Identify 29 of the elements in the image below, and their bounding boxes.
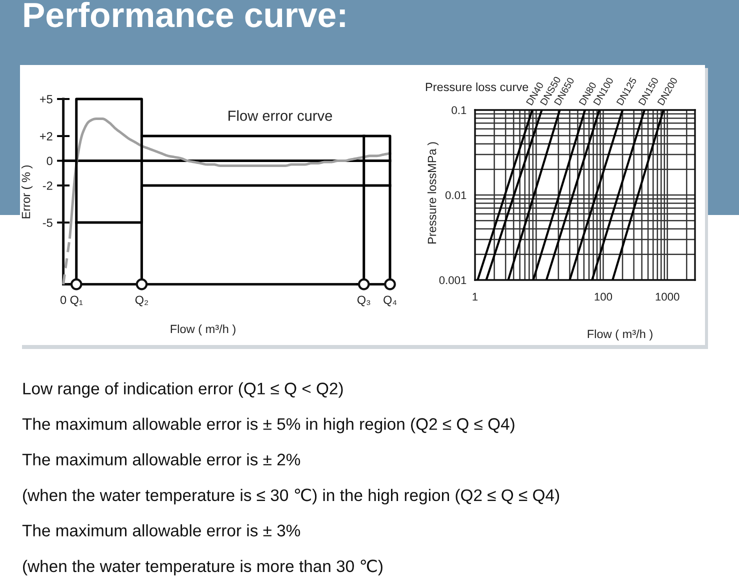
x-tick-label: 100 xyxy=(594,292,612,301)
y-tick-label: +5 xyxy=(40,95,52,104)
y-tick-label: -5 xyxy=(42,218,52,227)
text: The maximum allowable error is ± 2% xyxy=(22,453,300,466)
text: Low range of indication error (Q1 ≤ Q < Q2) xyxy=(23,382,343,398)
x-axis-title: Flow ( m³/h ) xyxy=(170,324,236,336)
y-tick-label: 0.001 xyxy=(439,276,466,284)
x-tick-label: 1 xyxy=(472,292,478,301)
x-tick-label: 1000 xyxy=(656,292,680,301)
text: The maximum allowable error is ± 3% xyxy=(22,524,300,536)
y-tick-label: 0 xyxy=(46,156,52,166)
text: (when the water temperature is ≤ 30 ℃) in the high region (Q2 ≤ Q ≤ Q4) xyxy=(23,488,560,504)
x-tick-label: 0 xyxy=(60,296,66,304)
y-axis-title: Error ( % ) xyxy=(22,166,32,218)
text: Flow error curve xyxy=(228,110,332,121)
text: Performance curve: xyxy=(24,2,345,28)
x-tick-label: Q₃ xyxy=(357,296,370,306)
x-tick-label: Q₁ xyxy=(70,296,83,306)
y-tick-label: 0.01 xyxy=(445,191,466,200)
text: The maximum allowable error is ± 5% in high region (Q2 ≤ Q ≤ Q4) xyxy=(22,418,514,434)
x-tick-label: Q₂ xyxy=(135,296,148,306)
x-axis-title: Flow ( m³/h ) xyxy=(588,329,652,340)
text: (when the water temperature is more than 30 ℃) xyxy=(23,560,382,576)
chart-title: Pressure loss curve xyxy=(426,82,528,92)
y-tick-label: +2 xyxy=(40,132,52,140)
y-tick-label: 0.1 xyxy=(452,106,466,114)
y-axis-title: Pressure lossMPa ) xyxy=(427,142,438,244)
x-tick-label: Q₄ xyxy=(384,296,397,306)
y-tick-label: -2 xyxy=(42,182,52,190)
